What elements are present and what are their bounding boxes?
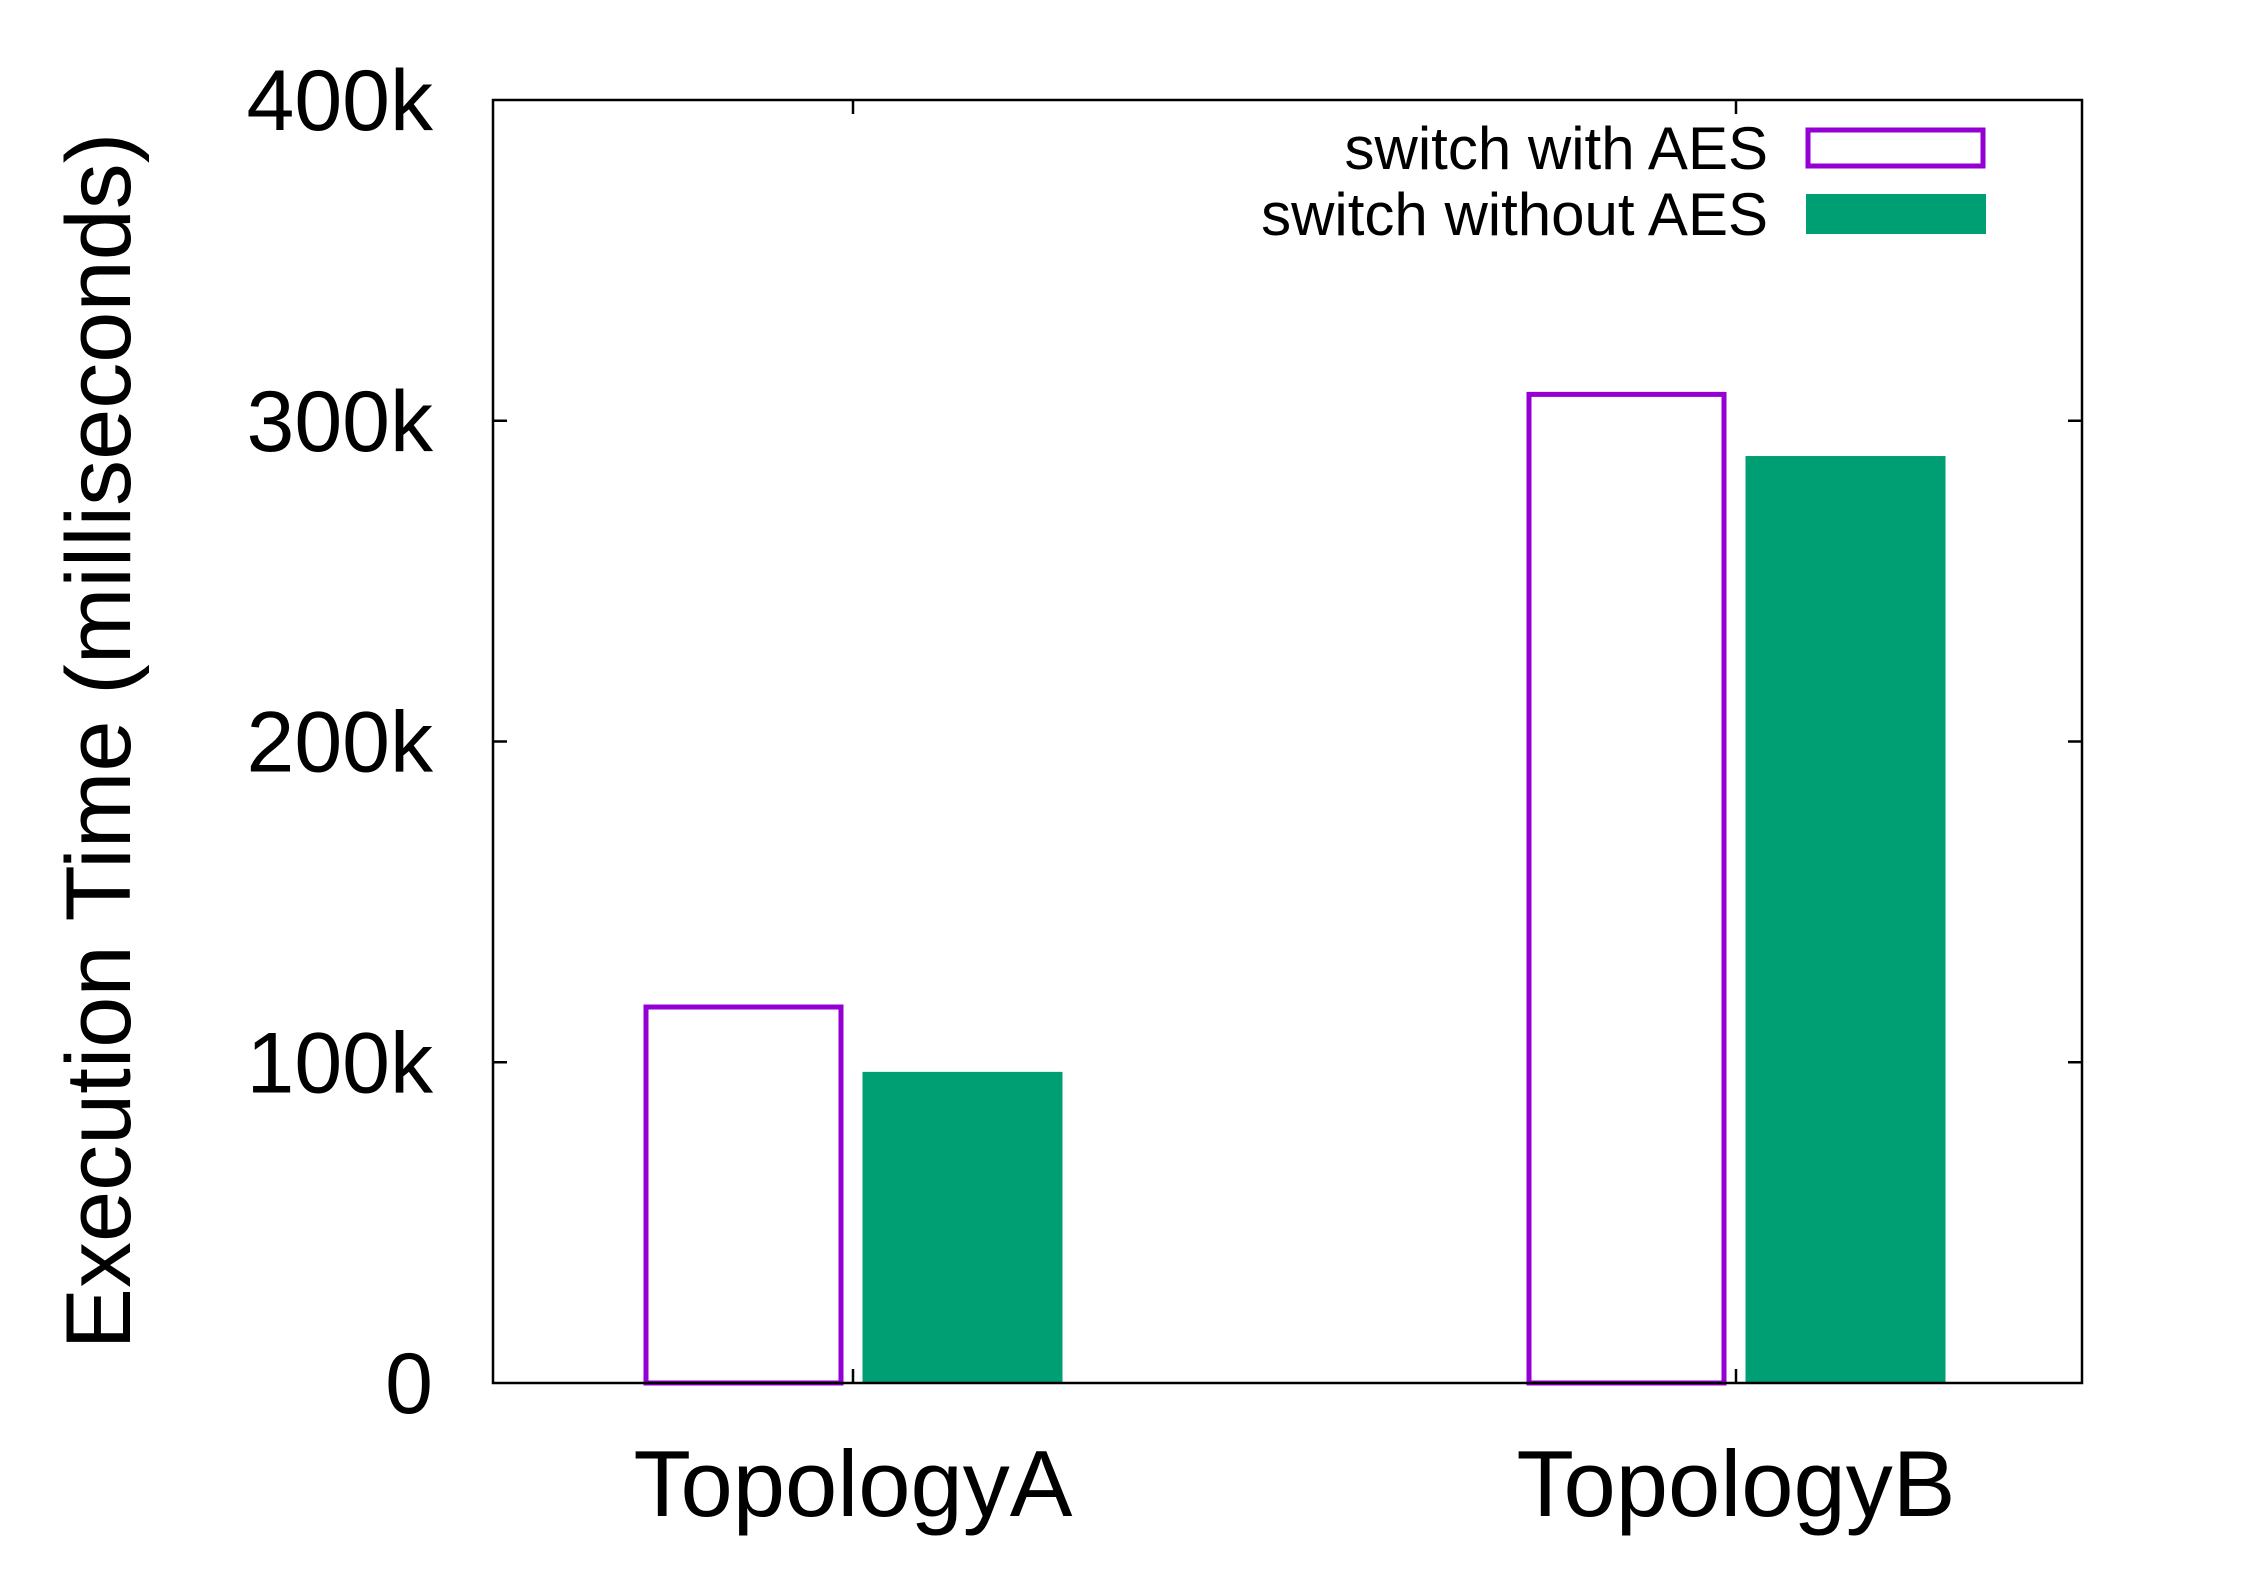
legend-label: switch without AES [1261,181,1768,248]
y-axis-ticks: 0 100k 200k 300k 400k [247,53,2082,1432]
plot-frame [491,98,2084,1385]
legend-swatch-with-aes [1805,127,1986,169]
bar-TopologyB-without-aes [1745,456,1946,1384]
legend-swatch-without-aes [1806,194,1986,234]
y-tick-label: 300k [247,374,434,470]
x-category-label: TopologyA [634,1431,1073,1536]
x-axis-labels: TopologyA TopologyB [634,1431,1956,1536]
bars [643,391,1946,1386]
x-category-label: TopologyB [1517,1431,1956,1536]
y-axis-label: Execution Time (milliseconds) [48,133,150,1350]
bar-TopologyA-without-aes [862,1071,1063,1383]
y-tick-label: 0 [385,1336,433,1432]
legend-label: switch with AES [1345,115,1769,182]
y-tick-label: 400k [247,53,434,149]
y-tick-label: 100k [247,1015,434,1111]
y-tick-label: 200k [247,695,434,791]
